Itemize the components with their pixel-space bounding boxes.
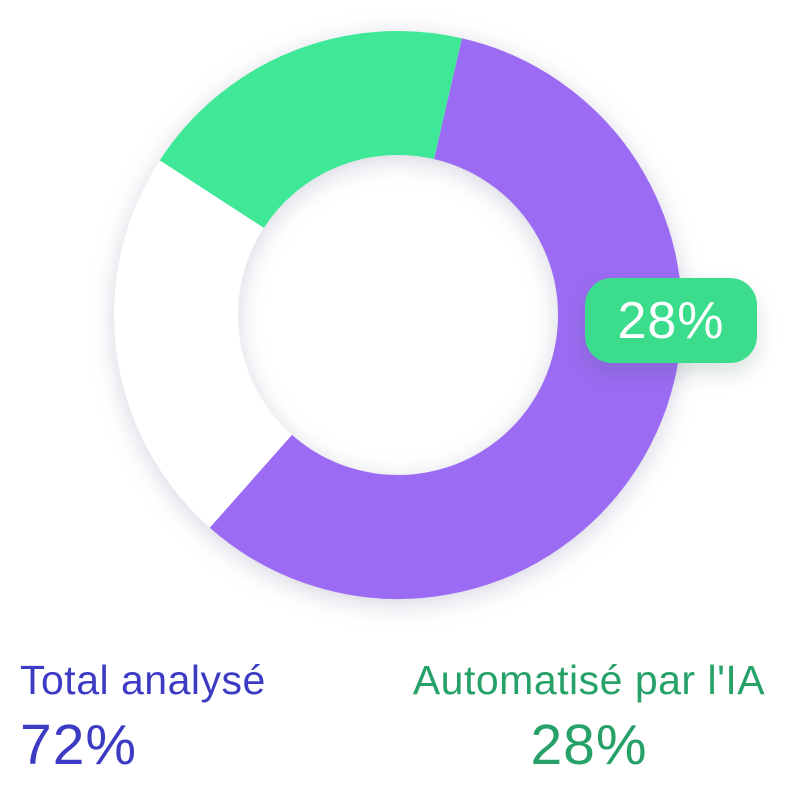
stat-automatise-ia-label: Automatisé par l'IA — [412, 657, 766, 703]
donut-ring-group — [114, 31, 682, 599]
donut-segment-automatise-ia — [159, 31, 462, 230]
donut-segment-total-analyse — [209, 38, 682, 599]
stat-total-analyse-value: 72% — [20, 713, 138, 777]
stat-total-analyse-label: Total analysé — [20, 657, 266, 703]
stat-total-analyse: Total analysé 72% — [20, 655, 266, 775]
stat-automatise-ia: Automatisé par l'IA 28% — [388, 655, 790, 775]
stat-automatise-ia-value: 28% — [530, 713, 648, 777]
donut-chart — [114, 31, 682, 599]
ai-share-badge: 28% — [585, 278, 757, 363]
ai-share-badge-label: 28% — [617, 291, 725, 350]
